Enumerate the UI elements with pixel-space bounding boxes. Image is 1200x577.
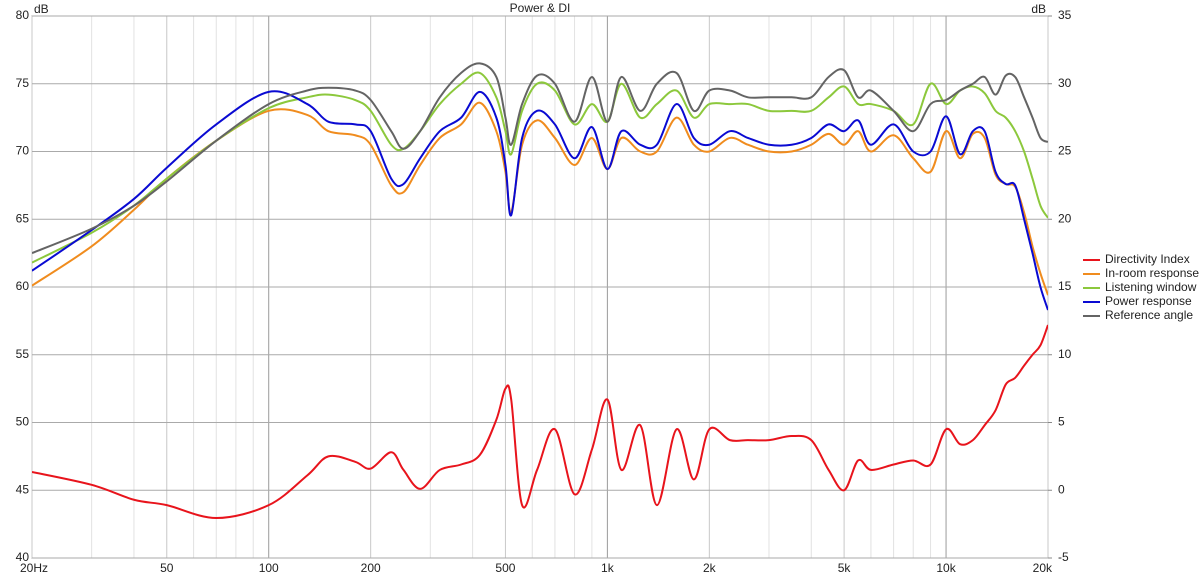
- y-tick-label: 45: [16, 482, 30, 496]
- y-tick-label: 70: [16, 144, 30, 158]
- y2-tick-label: 30: [1058, 76, 1072, 90]
- legend-label: In-room response: [1105, 266, 1199, 280]
- legend-label: Reference angle: [1105, 308, 1193, 322]
- y2-tick-label: 15: [1058, 279, 1072, 293]
- y2-tick-label: 25: [1058, 144, 1072, 158]
- y2-tick-label: 0: [1058, 482, 1065, 496]
- series-line: [32, 324, 1048, 520]
- x-tick-label: 2k: [703, 561, 717, 575]
- y-tick-label: 75: [16, 76, 30, 90]
- y-tick-label: 60: [16, 279, 30, 293]
- x-tick-label: 50: [160, 561, 174, 575]
- x-tick-label: 500: [495, 561, 515, 575]
- y2-tick-label: 35: [1058, 8, 1072, 22]
- y2-tick-label: -5: [1058, 550, 1069, 564]
- x-tick-label: 10k: [936, 561, 956, 575]
- x-tick-label: 100: [259, 561, 279, 575]
- y-tick-label: 55: [16, 347, 30, 361]
- x-tick-label: 20k: [1033, 561, 1053, 575]
- y2-tick-label: 5: [1058, 415, 1065, 429]
- legend-label: Power response: [1105, 294, 1192, 308]
- x-tick-label: 5k: [838, 561, 852, 575]
- series-line: [32, 62, 1048, 255]
- x-tick-label: 20Hz: [20, 561, 48, 575]
- y-tick-label: 80: [16, 8, 30, 22]
- y-tick-label: 50: [16, 415, 30, 429]
- y2-tick-label: 10: [1058, 347, 1072, 361]
- y2-axis-label: dB: [1031, 2, 1046, 16]
- y-axis-label: dB: [34, 2, 49, 16]
- legend-label: Listening window: [1105, 280, 1197, 294]
- series-line: [32, 101, 1048, 296]
- chart-title: Power & DI: [510, 1, 571, 15]
- x-tick-label: 1k: [601, 561, 615, 575]
- x-tick-label: 200: [361, 561, 381, 575]
- y-tick-label: 65: [16, 211, 30, 225]
- legend-label: Directivity Index: [1105, 252, 1190, 266]
- y2-tick-label: 20: [1058, 211, 1072, 225]
- series-line: [32, 90, 1048, 311]
- grid: [31, 15, 1049, 559]
- y-tick-label: 40: [16, 550, 30, 564]
